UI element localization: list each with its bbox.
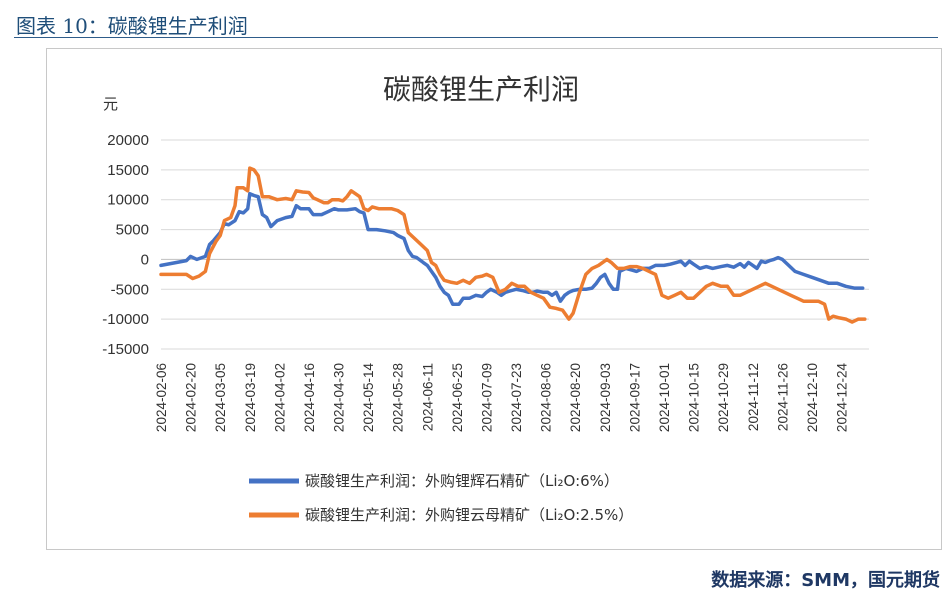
x-tick-label: 2024-02-20 — [184, 363, 199, 432]
y-tick-label: 0 — [141, 251, 149, 268]
x-tick-label: 2024-04-16 — [302, 363, 317, 432]
series-lines — [159, 166, 867, 324]
x-tick-label: 2024-09-17 — [627, 363, 642, 432]
legend-label-lepidolite: 碳酸锂生产利润：外购锂云母精矿（Li₂O:2.5%） — [305, 506, 633, 524]
x-tick-label: 2024-10-29 — [716, 363, 731, 432]
x-tick-label: 2024-02-06 — [154, 363, 169, 432]
y-tick-label: 20000 — [107, 132, 149, 149]
series-line-lepidolite — [159, 166, 867, 324]
gridlines — [161, 139, 869, 350]
x-tick-label: 2024-05-28 — [391, 363, 406, 432]
legend: 碳酸锂生产利润：外购锂辉石精矿（Li₂O:6%） 碳酸锂生产利润：外购锂云母精矿… — [249, 472, 633, 524]
x-tick-label: 2024-08-20 — [568, 363, 583, 432]
y-tick-label: 15000 — [107, 162, 149, 179]
x-tick-label: 2024-11-12 — [746, 363, 761, 431]
series-line-spodumene — [159, 191, 865, 306]
y-axis-unit-label: 元 — [103, 96, 118, 113]
x-tick-label: 2024-12-10 — [805, 363, 820, 432]
y-tick-label: -5000 — [111, 281, 149, 298]
y-tick-label: -15000 — [102, 341, 149, 358]
x-tick-label: 2024-08-06 — [539, 363, 554, 432]
chart-frame: 碳酸锂生产利润 元 20000 15000 10000 5000 0 -5000 -1000… — [46, 48, 942, 550]
y-tick-label: -10000 — [102, 311, 149, 328]
x-tick-label: 2024-10-01 — [657, 363, 672, 432]
y-axis-ticks: 20000 15000 10000 5000 0 -5000 -10000 -15000 — [102, 132, 149, 358]
x-tick-label: 2024-04-02 — [272, 363, 287, 432]
x-tick-label: 2024-06-11 — [420, 363, 435, 431]
x-tick-label: 2024-10-15 — [687, 363, 702, 432]
chart-title: 碳酸锂生产利润 — [383, 73, 579, 106]
x-tick-label: 2024-03-05 — [213, 363, 228, 432]
x-tick-label: 2024-03-19 — [243, 363, 258, 432]
x-tick-label: 2024-07-23 — [509, 363, 524, 432]
x-tick-label: 2024-12-24 — [835, 363, 850, 433]
line-chart: 碳酸锂生产利润 元 20000 15000 10000 5000 0 -5000 -1000… — [102, 73, 869, 524]
top-divider — [14, 37, 938, 38]
x-tick-label: 2024-09-03 — [598, 363, 613, 432]
source-note: 数据来源：SMM，国元期货 — [711, 570, 940, 591]
x-tick-label: 2024-06-25 — [450, 363, 465, 432]
x-tick-label: 2024-07-09 — [479, 363, 494, 432]
x-tick-label: 2024-11-26 — [775, 363, 790, 431]
x-tick-label: 2024-04-30 — [332, 363, 347, 432]
y-tick-label: 5000 — [116, 222, 149, 239]
y-tick-label: 10000 — [107, 192, 149, 209]
legend-label-spodumene: 碳酸锂生产利润：外购锂辉石精矿（Li₂O:6%） — [305, 472, 619, 490]
x-axis-ticks: 2024-02-06 2024-02-20 2024-03-05 2024-03-19… — [154, 363, 850, 433]
x-tick-label: 2024-05-14 — [361, 363, 376, 433]
figure-caption: 图表 10：碳酸锂生产利润 — [16, 14, 248, 38]
